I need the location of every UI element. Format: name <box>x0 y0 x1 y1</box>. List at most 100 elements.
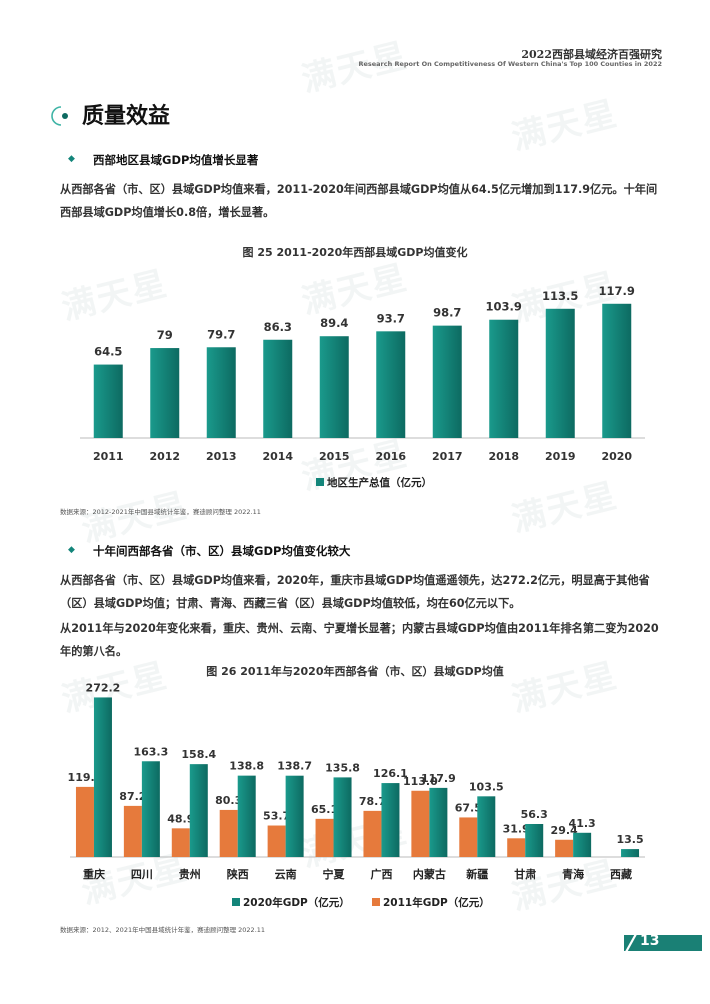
data-label-2011: 87.2 <box>119 790 146 803</box>
page-number: 13 <box>640 933 660 949</box>
bar-2011 <box>315 818 334 857</box>
bar-2011 <box>267 825 286 857</box>
bar-2020 <box>381 783 400 857</box>
x-tick-label: 2019 <box>545 450 576 463</box>
bar-2011 <box>171 828 190 857</box>
data-label-2011: 65.1 <box>311 803 338 816</box>
data-label: 89.4 <box>320 316 348 330</box>
x-tick-label: 西藏 <box>610 867 632 881</box>
data-label: 86.3 <box>264 320 292 334</box>
data-label-2011: 119.6 <box>68 771 103 784</box>
data-label: 79.7 <box>207 327 235 341</box>
x-tick-label: 陕西 <box>227 867 249 881</box>
data-label-2020: 13.5 <box>616 833 643 846</box>
bar <box>206 347 236 438</box>
bar-2011 <box>459 817 478 857</box>
bar <box>319 336 349 438</box>
page-number-band <box>624 935 702 951</box>
bar-2020 <box>621 849 640 857</box>
data-label-2011: 29.4 <box>551 824 578 837</box>
data-label-2020: 163.3 <box>133 745 168 758</box>
x-tick-label: 2014 <box>262 450 293 463</box>
slash-icon <box>625 933 637 953</box>
x-tick-label: 2016 <box>375 450 406 463</box>
bar-2020 <box>189 764 208 857</box>
x-tick-label: 2011 <box>93 450 124 463</box>
data-label-2020: 135.8 <box>325 761 360 774</box>
legend-swatch <box>372 898 380 906</box>
chart-title: 图 25 2011-2020年西部县域GDP均值变化 <box>242 246 468 259</box>
data-label: 98.7 <box>433 306 461 320</box>
bar <box>263 339 293 438</box>
legend-label: 2020年GDP（亿元） <box>243 896 350 909</box>
diamond-bullet-icon: ◆ <box>68 154 75 164</box>
x-tick-label: 贵州 <box>179 867 201 881</box>
bar-2020 <box>333 777 352 857</box>
data-label-2011: 48.9 <box>167 812 194 825</box>
data-source: 数据来源：2012-2021年中国县域统计年鉴，赛迪顾问整理 2022.11 <box>60 508 261 516</box>
x-tick-label: 青海 <box>562 867 584 881</box>
data-label: 113.5 <box>542 289 578 303</box>
bar-2020 <box>477 796 496 857</box>
bar-2020 <box>525 823 544 857</box>
x-tick-label: 内蒙古 <box>413 867 446 881</box>
watermark: 满天星 <box>507 93 623 159</box>
x-tick-label: 重庆 <box>83 867 105 881</box>
bar-2020 <box>237 775 256 857</box>
x-tick-label: 2013 <box>206 450 237 463</box>
data-label-2020: 126.1 <box>373 767 408 780</box>
gdp-average-trend-chart: 64.5 2011 79 2012 79.7 2013 86.3 2014 89.4 2015 93… <box>80 284 645 489</box>
data-label-2020: 103.5 <box>469 780 504 793</box>
bar-2011 <box>411 790 430 857</box>
x-tick-label: 云南 <box>275 867 297 881</box>
section-title: 质量效益 <box>82 104 171 129</box>
bar <box>545 308 575 438</box>
paragraph: 从2011年与2020年变化来看，重庆、贵州、云南、宁夏增长显著；内蒙古县域GD… <box>60 622 659 658</box>
data-label: 93.7 <box>377 311 405 325</box>
bar <box>150 348 180 438</box>
legend-label: 2011年GDP（亿元） <box>383 896 490 909</box>
legend-swatch <box>232 898 240 906</box>
x-tick-label: 甘肃 <box>514 867 536 881</box>
data-label-2011: 31.9 <box>503 822 530 835</box>
bar-2011 <box>75 786 94 857</box>
bar-2020 <box>285 775 304 857</box>
section-bullet-icon <box>51 106 68 126</box>
bar-2020 <box>141 761 160 857</box>
x-tick-label: 四川 <box>131 868 153 881</box>
paragraph: 从西部各省（市、区）县域GDP均值来看，2011-2020年间西部县域GDP均值… <box>60 183 658 219</box>
bar <box>93 364 123 438</box>
data-label-2020: 272.2 <box>86 681 121 694</box>
report-title: 2022西部县域经济百强研究 <box>521 48 662 61</box>
bar <box>376 331 406 438</box>
bar-2011 <box>363 810 382 857</box>
data-label-2011: 78.7 <box>359 795 386 808</box>
data-label: 79 <box>157 328 173 342</box>
legend-swatch <box>316 478 324 486</box>
bar <box>489 319 519 438</box>
x-tick-label: 2012 <box>149 450 180 463</box>
bar <box>602 303 632 438</box>
data-label-2011: 67.5 <box>455 801 482 814</box>
paragraph: 从西部各省（市、区）县域GDP均值来看，2020年，重庆市县域GDP均值遥遥领先… <box>60 574 650 610</box>
x-tick-label: 2020 <box>601 450 632 463</box>
data-label-2011: 80.3 <box>215 794 242 807</box>
subsection-heading: 西部地区县域GDP均值增长显著 <box>93 153 259 167</box>
bar-2020 <box>93 697 112 857</box>
data-label-2020: 138.8 <box>229 760 264 773</box>
data-label: 64.5 <box>94 345 122 359</box>
bar-2011 <box>507 838 526 857</box>
bar-2020 <box>429 787 448 857</box>
x-tick-label: 2017 <box>432 450 463 463</box>
x-tick-label: 2015 <box>319 450 350 463</box>
report-subtitle: Research Report On Competitiveness Of We… <box>358 60 662 68</box>
data-label: 117.9 <box>599 284 635 298</box>
x-tick-label: 2018 <box>488 450 519 463</box>
bar-2020 <box>573 832 592 857</box>
x-tick-label: 广西 <box>370 867 392 881</box>
data-label-2020: 158.4 <box>181 748 216 761</box>
data-label-2020: 138.7 <box>277 760 312 773</box>
subsection-heading: 十年间西部各省（市、区）县域GDP均值变化较大 <box>93 544 351 558</box>
chart-title: 图 26 2011年与2020年西部各省（市、区）县域GDP均值 <box>206 665 504 678</box>
data-label-2020: 41.3 <box>569 817 596 830</box>
